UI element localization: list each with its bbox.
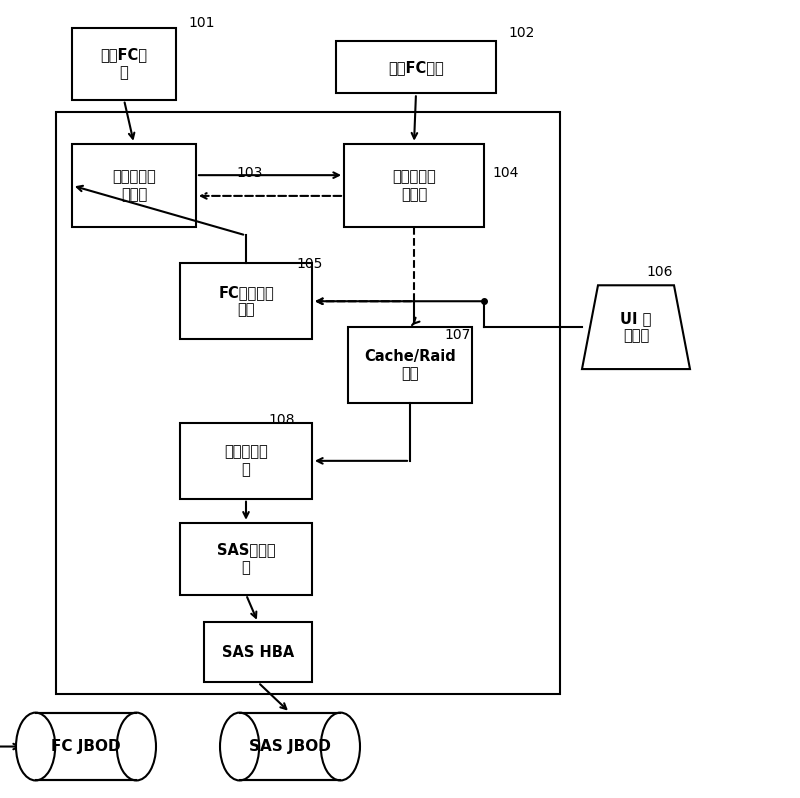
Text: 磁盘管理模
块: 磁盘管理模 块 [224,444,268,477]
Text: UI 配
置模块: UI 配 置模块 [620,311,652,343]
Text: 被动模式驱
动模块: 被动模式驱 动模块 [392,169,436,202]
Bar [36,713,136,780]
Text: 第一FC端
口: 第一FC端 口 [101,48,147,80]
Bar [336,41,496,93]
Bar [72,28,176,100]
Text: Cache/Raid
模块: Cache/Raid 模块 [364,349,456,381]
Text: SAS JBOD: SAS JBOD [249,739,331,754]
Ellipse shape [117,713,156,780]
Text: 107: 107 [444,327,470,342]
Bar [72,144,196,227]
Bar [348,327,472,403]
Text: 主动模式驱
动模块: 主动模式驱 动模块 [112,169,156,202]
Bar [204,622,312,682]
Ellipse shape [16,713,55,780]
Text: 102: 102 [508,26,534,40]
Text: 105: 105 [296,257,322,271]
Text: 108: 108 [268,413,294,427]
Text: SAS HBA: SAS HBA [222,645,294,660]
Text: FC JBOD: FC JBOD [51,739,121,754]
Bar [344,144,484,227]
Text: 101: 101 [188,16,214,30]
Text: 106: 106 [646,265,673,279]
Bar [180,523,312,595]
Bar [240,713,341,780]
Text: 第二FC端口: 第二FC端口 [388,60,444,75]
Ellipse shape [321,713,360,780]
Text: SAS驱动模
块: SAS驱动模 块 [217,543,275,575]
Bar [180,423,312,499]
Text: 104: 104 [492,165,518,180]
Bar [56,112,560,694]
Polygon shape [582,286,690,369]
Text: FC资源调度
模块: FC资源调度 模块 [218,285,274,318]
Bar [180,263,312,339]
Ellipse shape [220,713,259,780]
Text: 103: 103 [236,165,262,180]
